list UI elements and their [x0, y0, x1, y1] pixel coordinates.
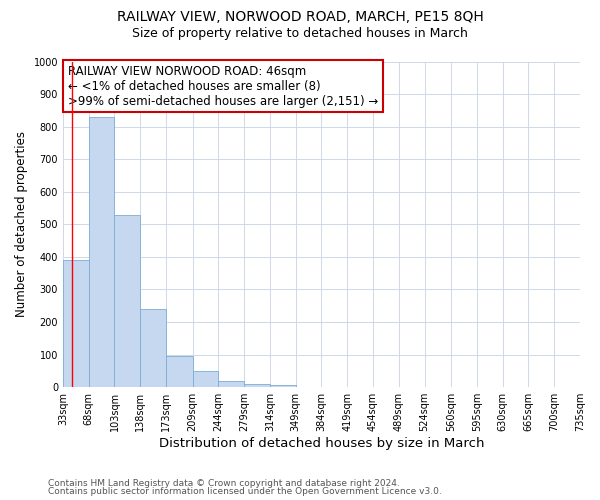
Bar — [270, 384, 296, 387]
Text: Contains public sector information licensed under the Open Government Licence v3: Contains public sector information licen… — [48, 487, 442, 496]
Bar — [166, 356, 193, 387]
Bar — [140, 309, 166, 387]
Bar — [244, 384, 270, 387]
Text: Size of property relative to detached houses in March: Size of property relative to detached ho… — [132, 28, 468, 40]
Bar — [89, 117, 115, 387]
Bar — [115, 214, 140, 387]
Text: RAILWAY VIEW, NORWOOD ROAD, MARCH, PE15 8QH: RAILWAY VIEW, NORWOOD ROAD, MARCH, PE15 … — [116, 10, 484, 24]
Y-axis label: Number of detached properties: Number of detached properties — [15, 132, 28, 318]
Bar — [63, 260, 89, 387]
Text: RAILWAY VIEW NORWOOD ROAD: 46sqm
← <1% of detached houses are smaller (8)
>99% o: RAILWAY VIEW NORWOOD ROAD: 46sqm ← <1% o… — [68, 65, 379, 108]
Bar — [193, 371, 218, 387]
X-axis label: Distribution of detached houses by size in March: Distribution of detached houses by size … — [159, 437, 484, 450]
Bar — [218, 380, 244, 387]
Text: Contains HM Land Registry data © Crown copyright and database right 2024.: Contains HM Land Registry data © Crown c… — [48, 478, 400, 488]
